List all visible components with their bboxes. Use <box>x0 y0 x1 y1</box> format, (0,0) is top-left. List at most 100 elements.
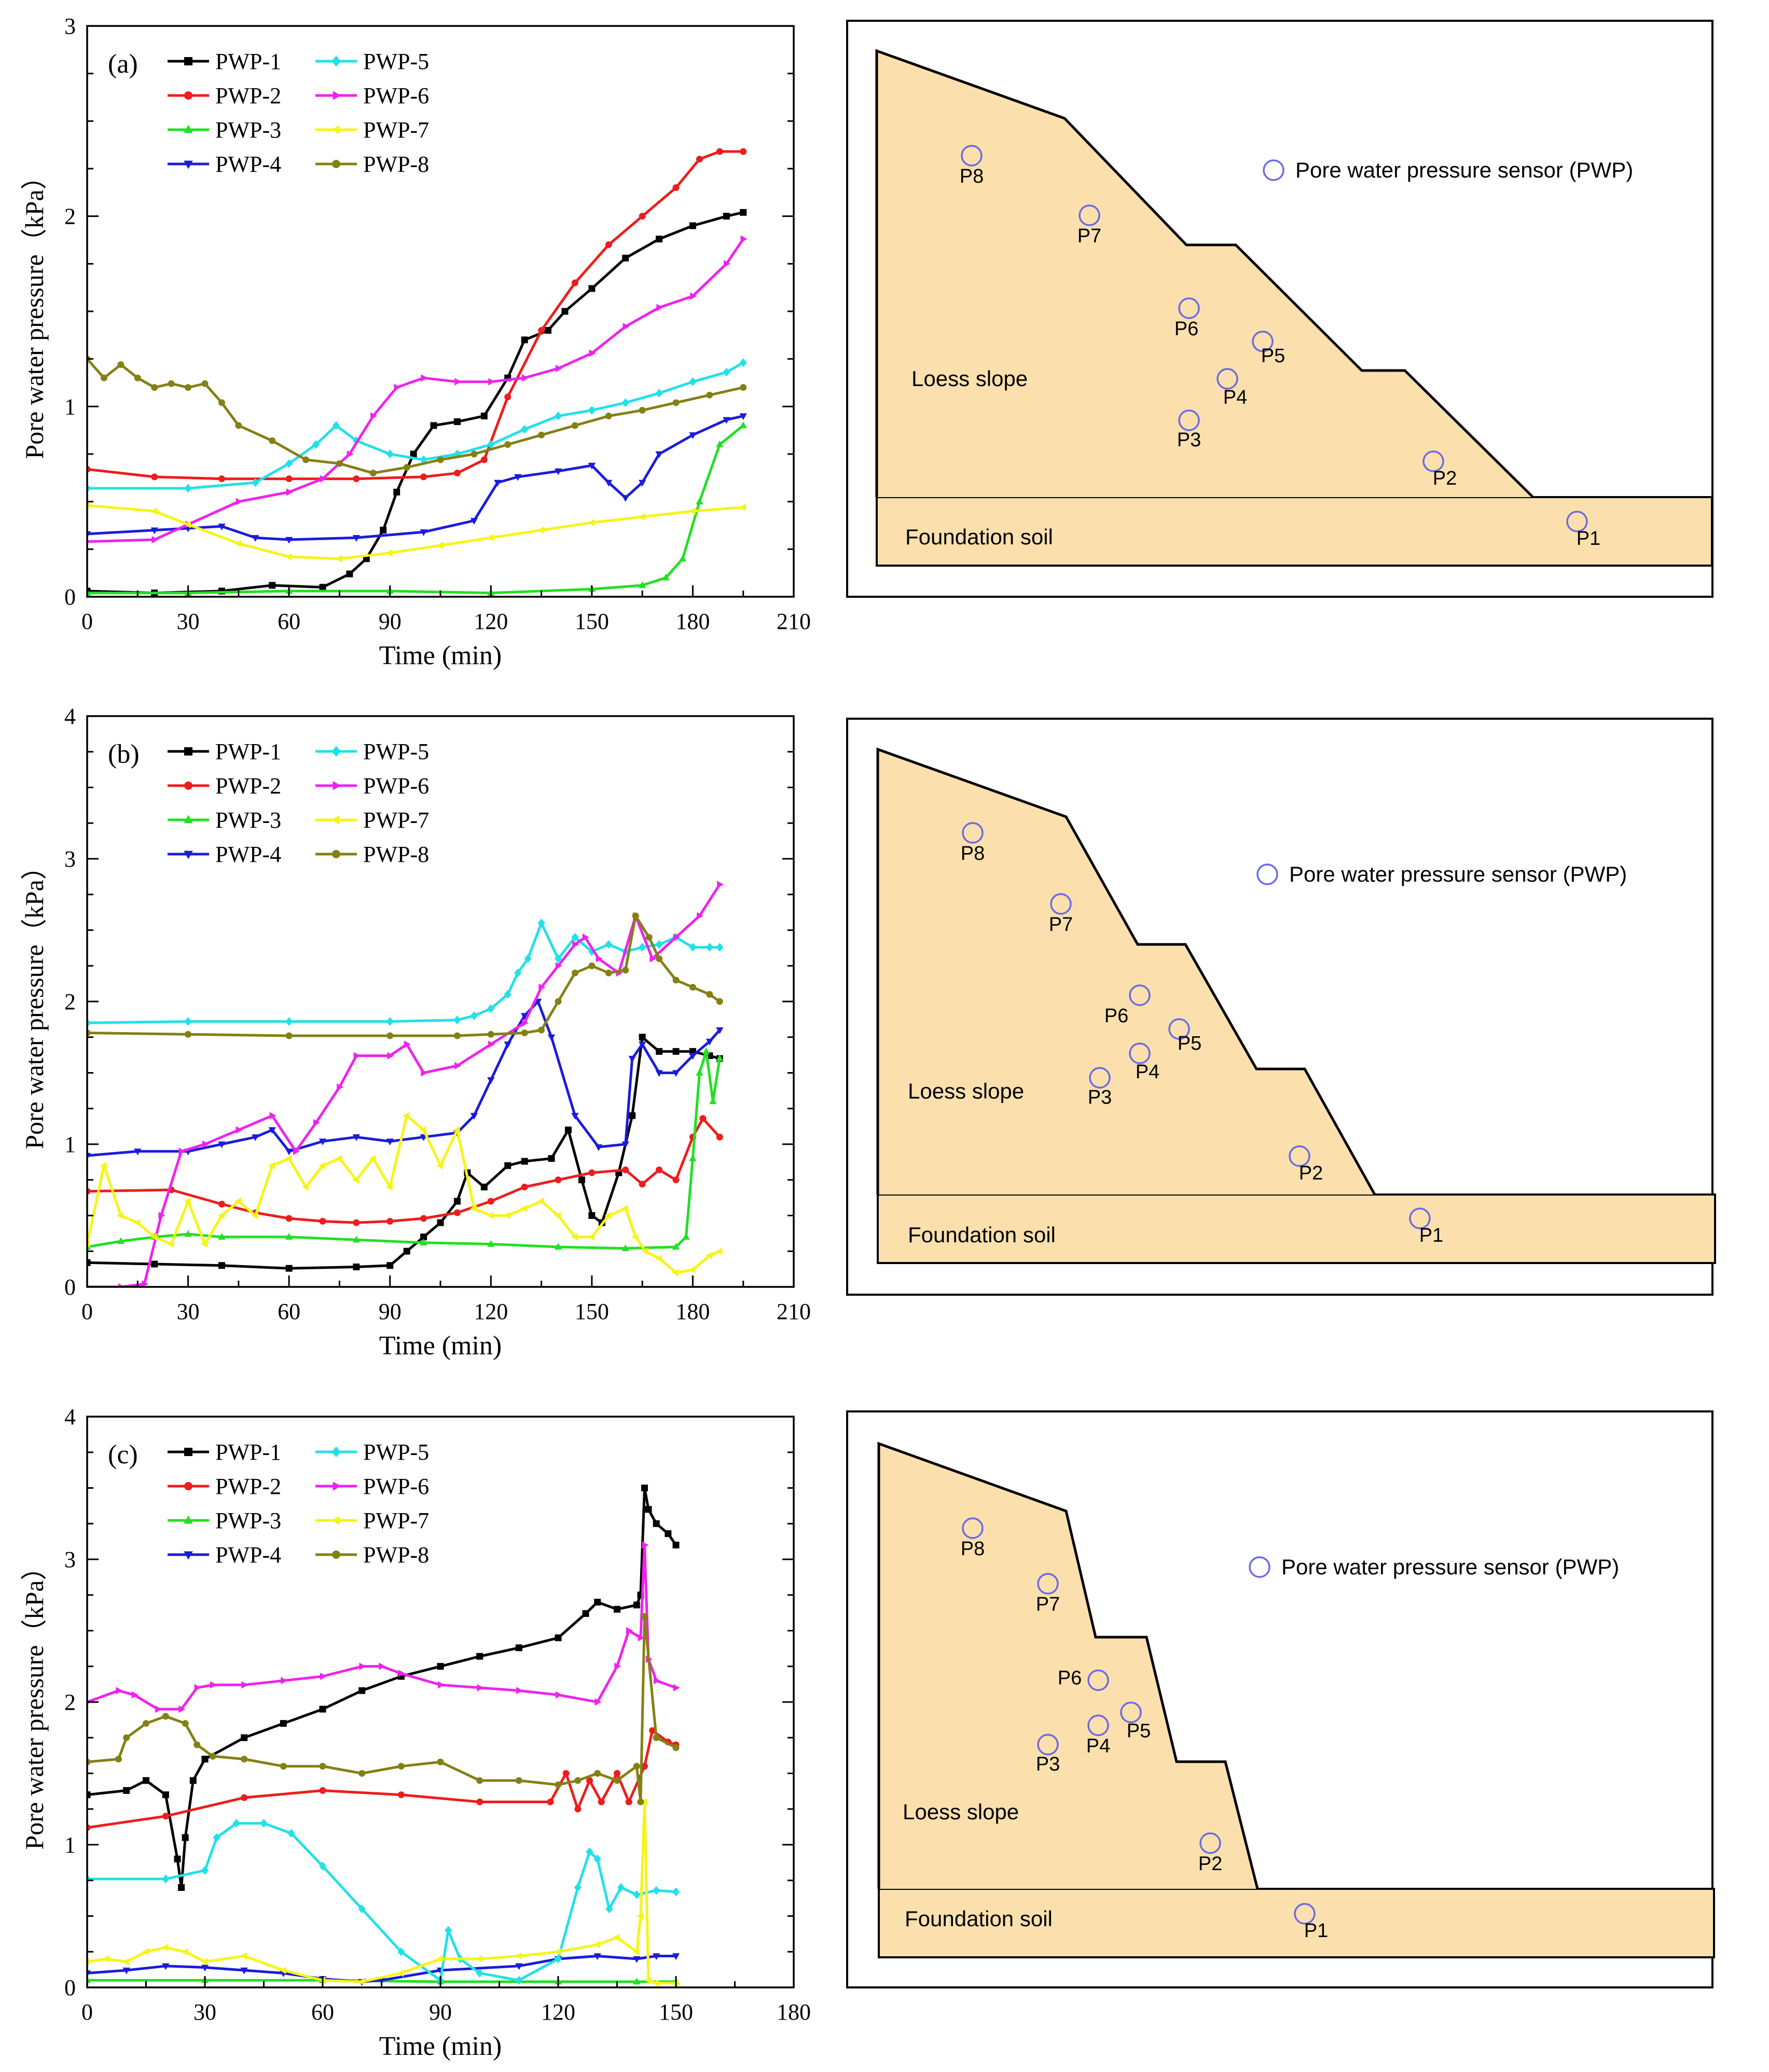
series-point-pwp-5 <box>605 940 613 949</box>
series-point-pwp-5 <box>739 358 747 367</box>
legend-entry-pwp-6: PWP-6 <box>315 773 429 799</box>
series-point-pwp-4 <box>514 474 522 481</box>
x-tick-label: 30 <box>177 1299 200 1324</box>
series-point-pwp-2 <box>547 1799 554 1805</box>
sensor-p7: P7 <box>1049 893 1073 936</box>
series-point-pwp-5 <box>537 918 545 928</box>
plot-area <box>87 1417 794 1987</box>
legend-label: PWP-1 <box>215 49 281 74</box>
series-point-pwp-2 <box>241 1794 248 1801</box>
series-point-pwp-4 <box>633 1956 641 1963</box>
series-point-pwp-1 <box>430 422 437 429</box>
series-point-pwp-2 <box>586 1777 593 1784</box>
sensor-legend-icon <box>1249 1556 1270 1578</box>
legend-label: PWP-3 <box>215 1508 281 1533</box>
series-point-pwp-1 <box>521 1158 528 1165</box>
legend-entry-pwp-4: PWP-4 <box>168 842 281 867</box>
series-point-pwp-8 <box>285 1032 293 1039</box>
legend-entry-pwp-7: PWP-7 <box>315 1508 429 1533</box>
series-point-pwp-4 <box>621 495 629 502</box>
series-point-pwp-6 <box>690 292 697 300</box>
series-point-pwp-4 <box>723 417 730 424</box>
series-point-pwp-6 <box>724 260 731 268</box>
series-point-pwp-2 <box>285 475 293 483</box>
sensor-p8: P8 <box>961 1517 985 1560</box>
series-point-pwp-8 <box>403 464 410 471</box>
series-point-pwp-8 <box>201 380 209 387</box>
series-point-pwp-7 <box>217 1212 225 1219</box>
series-point-pwp-2 <box>453 1209 461 1216</box>
x-tick-label: 210 <box>777 1299 811 1324</box>
series-point-pwp-7 <box>688 1266 696 1274</box>
series-point-pwp-8 <box>117 361 125 368</box>
sensor-label: P1 <box>1304 1920 1328 1942</box>
series-point-pwp-2 <box>574 1805 582 1813</box>
series-point-pwp-8 <box>151 384 158 391</box>
series-point-pwp-7 <box>652 1979 659 1987</box>
series-point-pwp-4 <box>621 1141 629 1148</box>
series-line-pwp-7 <box>87 1114 721 1274</box>
series-line-pwp-4 <box>87 1955 678 1983</box>
legend-marker <box>332 160 340 168</box>
series-point-pwp-1 <box>689 222 696 229</box>
y-tick-label: 4 <box>64 1404 76 1430</box>
series-point-pwp-8 <box>504 441 512 448</box>
sensor-circle <box>1566 511 1588 532</box>
series-point-pwp-3 <box>352 1236 361 1243</box>
legend-entry-pwp-2: PWP-2 <box>168 1474 281 1499</box>
series-point-pwp-5 <box>332 421 340 430</box>
series-point-pwp-2 <box>476 1799 483 1805</box>
slope-label: Loess slope <box>911 366 1028 391</box>
series-point-pwp-8 <box>632 912 639 920</box>
x-tick-label: 120 <box>474 609 508 634</box>
legend-label: PWP-7 <box>363 117 429 143</box>
series-point-pwp-3 <box>633 1978 641 1985</box>
legend-marker <box>184 1448 192 1456</box>
series-point-pwp-1 <box>740 209 747 216</box>
sensor-circle <box>1079 204 1100 226</box>
legend-marker <box>184 781 192 790</box>
sensor-label: P5 <box>1261 345 1285 367</box>
series-point-pwp-2 <box>319 1787 326 1794</box>
series-point-pwp-7 <box>161 1943 169 1952</box>
series-point-pwp-8 <box>185 1031 192 1038</box>
series-point-pwp-2 <box>639 213 646 220</box>
series-point-pwp-2 <box>218 475 225 483</box>
sensor-circle <box>1409 1207 1431 1229</box>
series-point-pwp-3 <box>87 588 91 596</box>
series-point-pwp-7 <box>655 1254 662 1263</box>
x-tick-label: 60 <box>278 1299 300 1324</box>
series-line-pwp-4 <box>87 1000 721 1157</box>
series-point-pwp-5 <box>515 1975 523 1985</box>
series-point-pwp-6 <box>673 934 680 941</box>
legend-entry-pwp-6: PWP-6 <box>315 1474 429 1499</box>
series-point-pwp-2 <box>672 184 680 191</box>
series-point-pwp-8 <box>100 374 107 381</box>
series-point-pwp-5 <box>524 954 532 963</box>
series-point-pwp-7 <box>436 541 444 550</box>
legend-marker <box>333 781 341 790</box>
series-point-pwp-5 <box>285 1017 293 1026</box>
sensor-label: P7 <box>1049 914 1073 936</box>
sensor-p5: P5 <box>1120 1701 1151 1742</box>
sensor-p6: P6 <box>1174 297 1200 340</box>
series-point-pwp-1 <box>87 1259 91 1266</box>
series-line-pwp-7 <box>87 1801 678 1985</box>
series-point-pwp-6 <box>717 881 724 888</box>
slope-outline <box>876 747 1376 1196</box>
series-point-pwp-3 <box>716 440 724 447</box>
series-point-pwp-1 <box>178 1884 185 1891</box>
series-point-pwp-6 <box>379 1663 386 1670</box>
legend-entry-pwp-8: PWP-8 <box>315 152 429 177</box>
series-point-pwp-8 <box>641 1613 648 1620</box>
y-tick-label: 2 <box>64 989 76 1014</box>
sensor-p6: P6 <box>1058 1667 1109 1691</box>
sensor-p3: P3 <box>1088 1067 1112 1108</box>
series-point-pwp-7 <box>641 1247 648 1255</box>
sensor-circle <box>1087 1714 1109 1736</box>
series-point-pwp-1 <box>480 413 488 420</box>
sensor-p1: P1 <box>1294 1903 1328 1942</box>
series-point-pwp-2 <box>625 1799 632 1805</box>
series-point-pwp-4 <box>285 1148 293 1156</box>
